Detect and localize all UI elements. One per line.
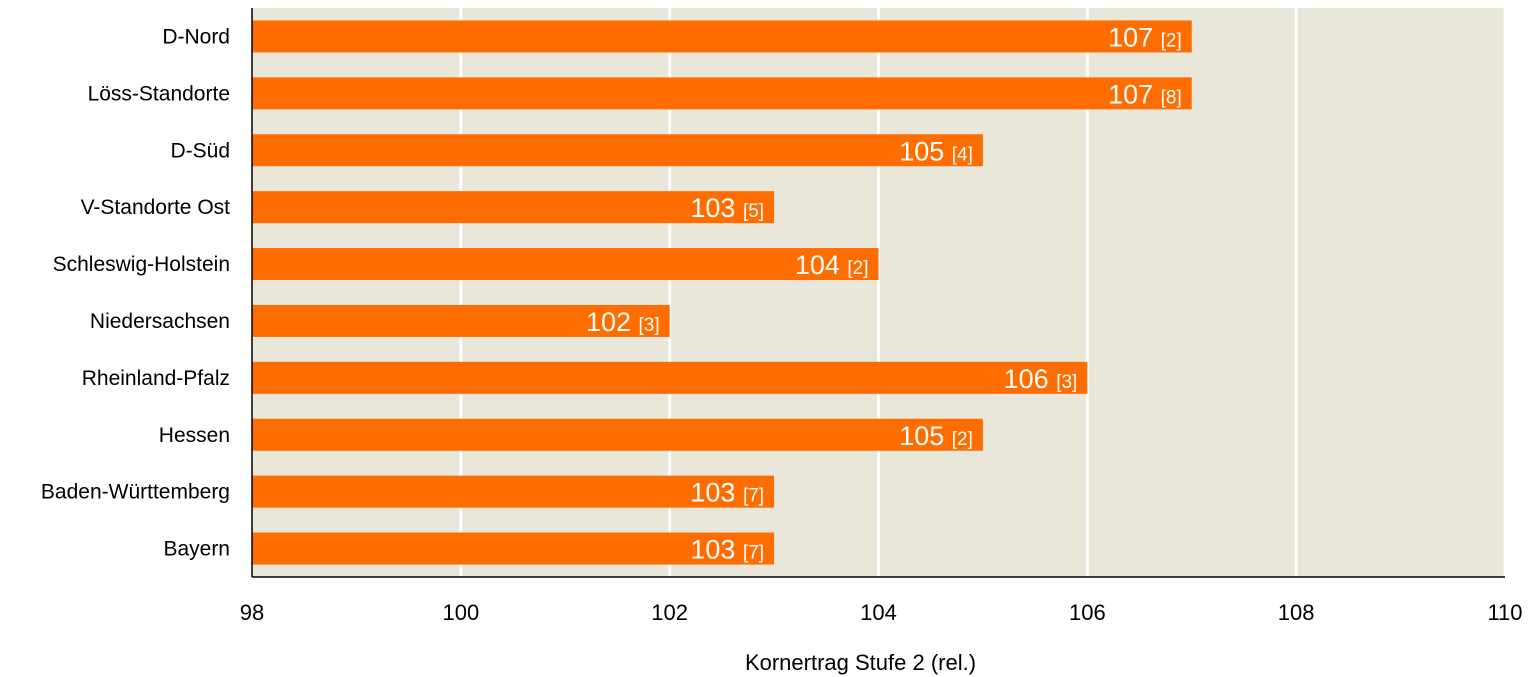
bar-value: 102 [586,307,639,337]
x-tick-labels: 98 100 102 104 106 108 110 [240,600,1523,625]
bar-count: [5] [743,201,764,222]
bar-value-label: 102 [3] [586,307,660,337]
bar-count: [7] [743,486,764,507]
bar [252,77,1192,110]
bar-value-label: 107 [8] [1108,79,1182,109]
bars: 107 [2]107 [8]105 [4]103 [5]104 [2]102 [… [252,20,1192,565]
category-label: V-Standorte Ost [81,196,231,219]
bar-value: 104 [795,250,848,280]
bar-count: [2] [952,429,973,450]
bar-count: [3] [639,315,660,336]
bar [252,532,775,565]
category-label: Rheinland-Pfalz [82,367,230,390]
bar [252,134,983,167]
category-label: D-Nord [162,25,230,48]
category-label: Baden-Württemberg [41,481,230,504]
x-tick-label: 100 [442,600,479,625]
bar-count: [2] [847,258,868,279]
bar [252,20,1192,53]
bar [252,361,1088,394]
category-label: Hessen [159,424,230,447]
bar-count: [2] [1161,30,1182,51]
bar-value: 107 [1108,79,1161,109]
x-tick-label: 110 [1487,600,1522,625]
bar [252,191,775,224]
category-label: Löss-Standorte [88,82,230,105]
bar-value-label: 104 [2] [795,250,869,280]
bar [252,304,670,337]
category-label: Niedersachsen [90,310,230,333]
bar-value: 103 [690,478,743,508]
category-label: Bayern [163,538,230,561]
x-tick-label: 106 [1069,600,1106,625]
x-tick-label: 102 [651,600,688,625]
bar-value-label: 105 [2] [899,421,973,451]
bar [252,418,983,451]
bar-value: 106 [1004,364,1057,394]
bar-count: [8] [1161,87,1182,108]
bar-value-label: 106 [3] [1004,364,1078,394]
bar [252,475,775,508]
bar-value: 107 [1108,22,1161,52]
bar [252,248,879,281]
bar-value: 103 [690,535,743,565]
category-label: Schleswig-Holstein [53,253,230,276]
x-tick-label: 98 [240,600,264,625]
bar-value: 105 [899,421,952,451]
bar-value-label: 107 [2] [1108,22,1182,52]
bar-value-label: 105 [4] [899,136,973,166]
bar-value: 103 [690,193,743,223]
x-tick-label: 104 [860,600,897,625]
bar-count: [4] [952,144,973,165]
bar-value-label: 103 [7] [690,478,764,508]
bar-count: [3] [1056,372,1077,393]
category-labels: D-Nord Löss-Standorte D-Süd V-Standorte Ost… [41,25,230,560]
bar-count: [7] [743,543,764,564]
x-axis-title: Kornertrag Stufe 2 (rel.) [745,650,976,675]
category-label: D-Süd [170,139,230,162]
bar-value-label: 103 [7] [690,535,764,565]
bar-value: 105 [899,136,952,166]
bar-value-label: 103 [5] [690,193,764,223]
x-tick-label: 108 [1278,600,1315,625]
